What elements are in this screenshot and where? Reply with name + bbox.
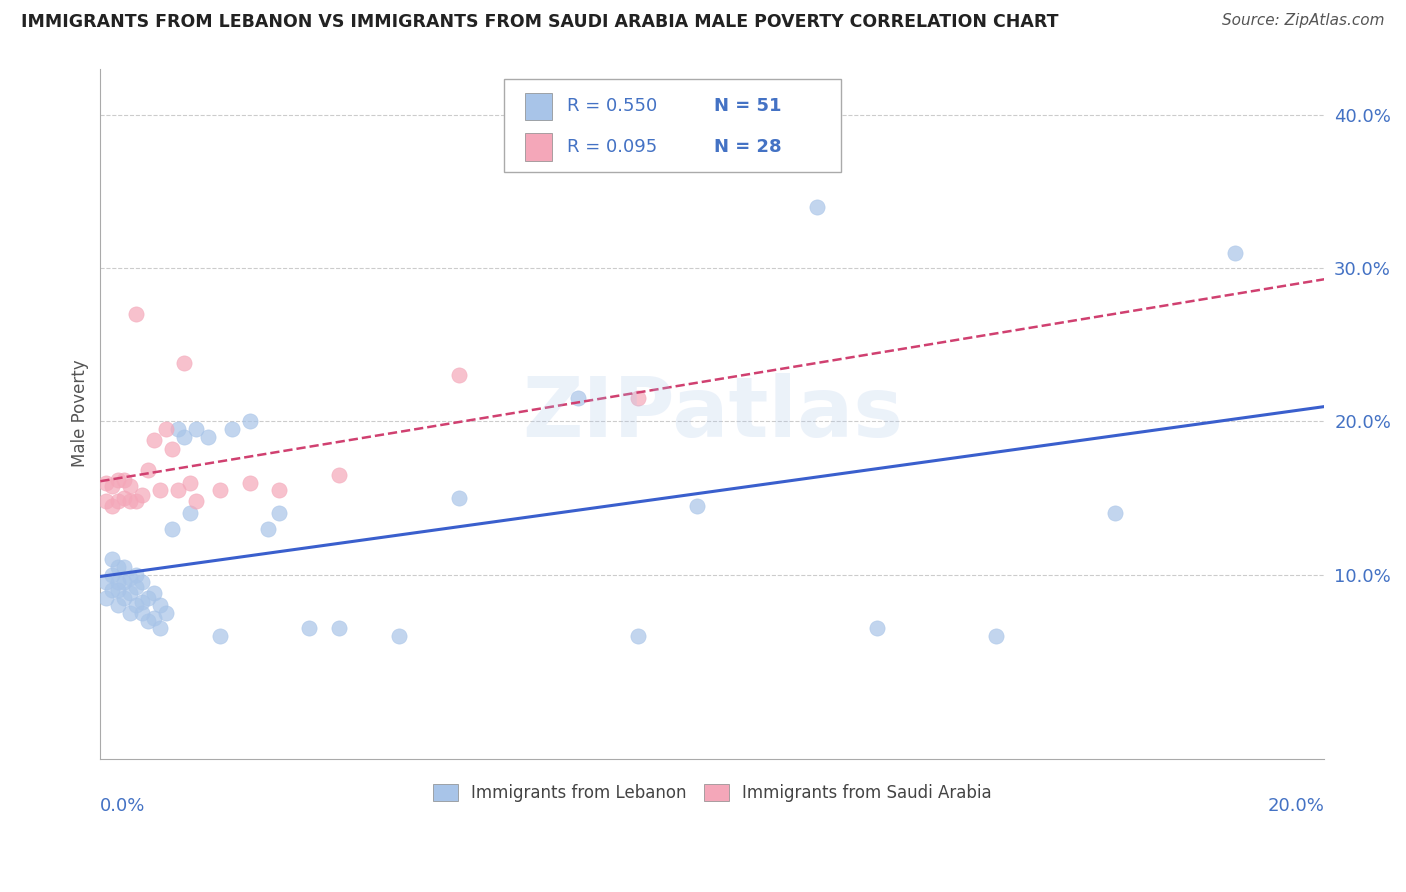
- Point: [447, 491, 470, 505]
- Point: [447, 368, 470, 383]
- Point: [149, 599, 172, 613]
- Point: [173, 430, 195, 444]
- Point: [567, 392, 589, 406]
- Point: [1223, 245, 1246, 260]
- Point: [112, 575, 135, 590]
- Point: [239, 475, 262, 490]
- Point: [179, 475, 201, 490]
- Point: [208, 629, 231, 643]
- FancyBboxPatch shape: [524, 93, 553, 120]
- Point: [107, 473, 129, 487]
- Point: [627, 629, 650, 643]
- Y-axis label: Male Poverty: Male Poverty: [72, 359, 89, 467]
- Point: [101, 582, 124, 597]
- Text: R = 0.550: R = 0.550: [567, 97, 657, 115]
- Point: [107, 494, 129, 508]
- Point: [143, 586, 166, 600]
- Point: [221, 422, 243, 436]
- Point: [101, 479, 124, 493]
- Point: [120, 586, 142, 600]
- Point: [96, 475, 118, 490]
- Point: [167, 483, 190, 498]
- Point: [107, 575, 129, 590]
- Point: [125, 599, 148, 613]
- Text: N = 28: N = 28: [714, 138, 782, 156]
- FancyBboxPatch shape: [505, 78, 841, 172]
- Point: [96, 591, 118, 605]
- Legend: Immigrants from Lebanon, Immigrants from Saudi Arabia: Immigrants from Lebanon, Immigrants from…: [426, 778, 998, 809]
- Text: IMMIGRANTS FROM LEBANON VS IMMIGRANTS FROM SAUDI ARABIA MALE POVERTY CORRELATION: IMMIGRANTS FROM LEBANON VS IMMIGRANTS FR…: [21, 13, 1059, 31]
- Point: [125, 567, 148, 582]
- Point: [984, 629, 1007, 643]
- Text: 0.0%: 0.0%: [100, 797, 146, 814]
- Point: [112, 473, 135, 487]
- Point: [96, 575, 118, 590]
- Point: [155, 606, 177, 620]
- Point: [155, 422, 177, 436]
- Point: [179, 507, 201, 521]
- Point: [120, 606, 142, 620]
- Point: [136, 591, 159, 605]
- Point: [125, 307, 148, 321]
- Point: [101, 499, 124, 513]
- Point: [328, 468, 350, 483]
- Point: [256, 522, 278, 536]
- Point: [120, 479, 142, 493]
- Point: [239, 414, 262, 428]
- Point: [149, 621, 172, 635]
- Point: [865, 621, 887, 635]
- Point: [298, 621, 321, 635]
- Point: [143, 610, 166, 624]
- Point: [328, 621, 350, 635]
- Point: [125, 494, 148, 508]
- Point: [96, 494, 118, 508]
- Point: [184, 494, 207, 508]
- Point: [686, 499, 709, 513]
- Point: [131, 606, 153, 620]
- Point: [125, 580, 148, 594]
- Point: [107, 560, 129, 574]
- Point: [107, 599, 129, 613]
- Point: [269, 507, 291, 521]
- Text: Source: ZipAtlas.com: Source: ZipAtlas.com: [1222, 13, 1385, 29]
- Point: [136, 614, 159, 628]
- Text: 20.0%: 20.0%: [1268, 797, 1324, 814]
- Text: ZIPatlas: ZIPatlas: [522, 373, 903, 454]
- Point: [112, 560, 135, 574]
- Point: [112, 591, 135, 605]
- Point: [107, 582, 129, 597]
- Point: [149, 483, 172, 498]
- Point: [131, 575, 153, 590]
- Point: [1104, 507, 1126, 521]
- Point: [388, 629, 411, 643]
- Text: R = 0.095: R = 0.095: [567, 138, 657, 156]
- Point: [131, 488, 153, 502]
- Point: [160, 522, 183, 536]
- Point: [167, 422, 190, 436]
- Point: [101, 567, 124, 582]
- Point: [136, 463, 159, 477]
- Point: [184, 422, 207, 436]
- Point: [806, 200, 828, 214]
- Point: [143, 433, 166, 447]
- Point: [208, 483, 231, 498]
- Point: [160, 442, 183, 456]
- Point: [131, 595, 153, 609]
- Point: [173, 356, 195, 370]
- Point: [120, 494, 142, 508]
- Point: [269, 483, 291, 498]
- FancyBboxPatch shape: [524, 133, 553, 161]
- Point: [101, 552, 124, 566]
- Point: [197, 430, 219, 444]
- Text: N = 51: N = 51: [714, 97, 782, 115]
- Point: [112, 491, 135, 505]
- Point: [120, 571, 142, 585]
- Point: [627, 392, 650, 406]
